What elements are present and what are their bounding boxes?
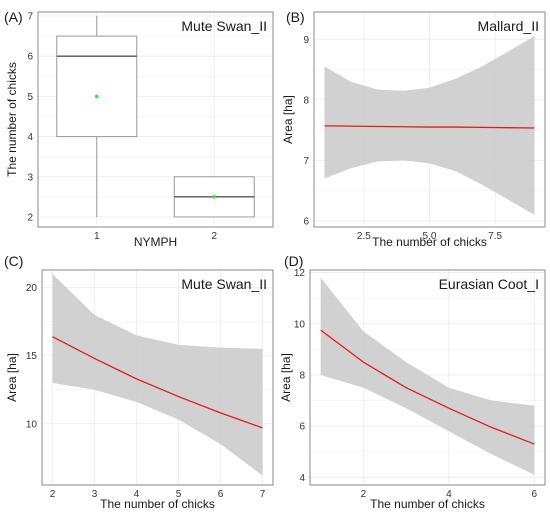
fitted-line (52, 336, 263, 429)
box-category-2 (173, 176, 255, 218)
y-tick-labels: 10 15 20 (26, 283, 38, 430)
y-tick-label: 9 (303, 35, 309, 46)
confidence-band (324, 36, 535, 215)
y-tick-label: 15 (26, 351, 38, 362)
y-tick-label: 12 (294, 268, 306, 279)
y-tick-label: 4 (27, 132, 33, 143)
y-tick-labels: 4 6 8 10 12 (294, 268, 306, 484)
panel-d: 4 6 8 10 12 2 4 6 (D) Eurasian Coot_I The number o… (279, 253, 546, 511)
panel-label: (C) (4, 253, 23, 269)
y-tick-label: 10 (26, 419, 38, 430)
x-tick-labels: 2 3 4 5 6 7 (50, 489, 266, 500)
panel-title: Eurasian Coot_I (439, 276, 539, 292)
y-tick-label: 3 (27, 172, 33, 183)
panel-label: (B) (286, 9, 305, 25)
x-tick-label: 2.5 (357, 231, 371, 242)
y-tick-label: 10 (294, 319, 306, 330)
y-tick-label: 7 (27, 12, 33, 23)
y-tick-label: 8 (299, 370, 305, 381)
x-tick-label: 7.5 (488, 231, 502, 242)
box-mean-point (94, 94, 99, 99)
y-tick-label: 20 (26, 283, 38, 294)
y-tick-labels: 6 7 8 9 (303, 35, 309, 228)
y-tick-label: 2 (27, 212, 33, 223)
panel-b: 6 7 8 9 2.5 5.0 7.5 (B) Mallard_II The number of … (281, 9, 546, 249)
x-tick-label: 6 (532, 489, 538, 500)
x-tick-labels: 2 4 6 (361, 489, 538, 500)
fitted-line (320, 329, 535, 445)
panel-c: 10 15 20 2 3 4 5 6 7 (C) Mute Swan_II The number of… (4, 253, 274, 511)
y-tick-label: 5 (27, 92, 33, 103)
panel-label: (A) (4, 9, 23, 25)
confidence-band (320, 277, 535, 475)
x-axis-title: NYMPH (134, 235, 177, 249)
x-axis-title: The number of chicks (370, 497, 485, 511)
y-tick-label: 6 (299, 422, 305, 433)
x-tick-label: 6 (218, 489, 224, 500)
x-axis-title: The number of chicks (100, 497, 215, 511)
y-tick-label: 6 (27, 52, 33, 63)
y-tick-labels: 2 3 4 5 6 7 (27, 12, 33, 224)
plot-frame (309, 269, 546, 486)
y-tick-label: 6 (303, 216, 309, 227)
plot-frame (37, 11, 274, 228)
x-tick-label: 2 (211, 231, 217, 242)
y-axis-title: Area [ha] (279, 353, 293, 402)
plot-frame (41, 269, 274, 486)
x-tick-label: 4 (446, 489, 452, 500)
panel-title: Mute Swan_II (181, 276, 267, 292)
y-axis-title: Area [ha] (5, 353, 19, 402)
x-tick-label: 3 (92, 489, 98, 500)
box-category-1 (56, 16, 138, 217)
y-tick-label: 4 (299, 473, 305, 484)
panel-title: Mute Swan_II (181, 18, 267, 34)
x-tick-label: 5 (176, 489, 182, 500)
x-tick-label: 2 (50, 489, 56, 500)
x-tick-label: 7 (260, 489, 266, 500)
x-tick-labels: 2.5 5.0 7.5 (357, 231, 503, 242)
panel-title: Mallard_II (478, 18, 539, 34)
x-tick-label: 4 (134, 489, 140, 500)
box-mean-point (212, 195, 217, 199)
panel-label: (D) (284, 253, 303, 269)
confidence-band (52, 274, 263, 476)
fitted-line (324, 125, 535, 129)
y-tick-label: 8 (303, 95, 309, 106)
x-tick-label: 5.0 (423, 231, 437, 242)
y-tick-label: 7 (303, 156, 309, 167)
box-iqr (56, 35, 138, 138)
y-axis-title: The number of chicks (5, 62, 19, 177)
y-axis-title: Area [ha] (281, 95, 295, 144)
x-axis-title: The number of chicks (372, 235, 487, 249)
x-tick-label: 1 (94, 231, 100, 242)
plot-frame (313, 11, 546, 228)
x-tick-label: 2 (361, 489, 367, 500)
